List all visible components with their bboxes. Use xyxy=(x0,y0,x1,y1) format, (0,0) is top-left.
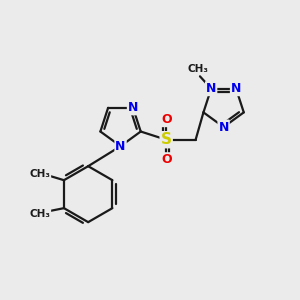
Text: CH₃: CH₃ xyxy=(29,169,50,179)
Text: CH₃: CH₃ xyxy=(188,64,209,74)
Text: O: O xyxy=(161,153,172,166)
Text: N: N xyxy=(206,82,216,95)
Text: S: S xyxy=(161,132,172,147)
Text: CH₃: CH₃ xyxy=(29,209,50,219)
Text: O: O xyxy=(161,113,172,126)
Text: N: N xyxy=(128,101,138,114)
Text: N: N xyxy=(231,82,241,95)
Text: N: N xyxy=(218,121,229,134)
Text: N: N xyxy=(116,140,126,153)
